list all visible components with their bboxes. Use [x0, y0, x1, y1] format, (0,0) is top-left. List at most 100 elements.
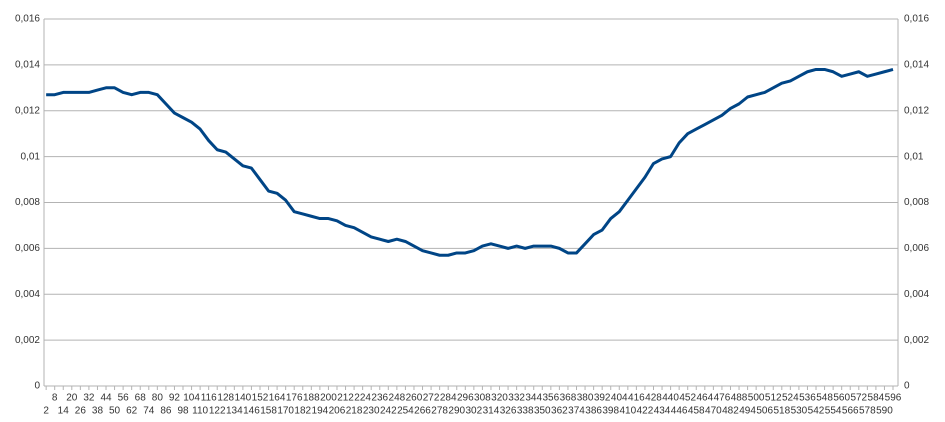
x-tick-label: 314: [483, 406, 500, 417]
x-tick-label: 182: [294, 406, 311, 417]
x-tick-label: 350: [534, 406, 551, 417]
x-tick-label: 200: [320, 393, 337, 404]
x-tick-label: 224: [354, 393, 371, 404]
x-tick-label: 308: [474, 393, 491, 404]
y-tick-label: 0,002: [15, 335, 40, 346]
x-tick-label: 530: [791, 406, 808, 417]
y-tick-label: 0,008: [15, 197, 40, 208]
y-tick-label: 0,004: [15, 289, 40, 300]
x-tick-label: 548: [816, 393, 833, 404]
x-tick-label: 272: [423, 393, 440, 404]
x-tick-label: 80: [152, 393, 164, 404]
x-tick-label: 596: [885, 393, 902, 404]
y2-tick-label: 0: [904, 381, 910, 392]
x-tick-label: 524: [782, 393, 799, 404]
y-tick-label: 0: [34, 381, 40, 392]
x-tick-label: 74: [143, 406, 155, 417]
x-tick-label: 230: [363, 406, 380, 417]
data-line: [46, 67, 894, 257]
x-tick-label: 332: [508, 393, 525, 404]
y2-tick-label: 0,006: [904, 243, 929, 254]
y-tick-label: 0,006: [15, 243, 40, 254]
x-tick-label: 128: [217, 393, 234, 404]
x-tick-label: 206: [329, 406, 346, 417]
x-tick-label: 14: [58, 406, 70, 417]
x-tick-label: 542: [808, 406, 825, 417]
x-tick-label: 368: [560, 393, 577, 404]
x-tick-label: 434: [654, 406, 671, 417]
x-tick-label: 338: [517, 406, 534, 417]
x-tick-label: 512: [765, 393, 782, 404]
x-tick-label: 188: [303, 393, 320, 404]
x-tick-label: 140: [235, 393, 252, 404]
x-tick-label: 416: [628, 393, 645, 404]
x-tick-label: 356: [542, 393, 559, 404]
x-tick-label: 458: [688, 406, 705, 417]
x-tick-label: 158: [260, 406, 277, 417]
x-tick-label: 290: [448, 406, 465, 417]
x-tick-label: 146: [243, 406, 260, 417]
x-tick-label: 464: [696, 393, 713, 404]
x-tick-label: 560: [833, 393, 850, 404]
x-tick-label: 440: [662, 393, 679, 404]
y2-tick-label: 0,004: [904, 289, 929, 300]
x-tick-label: 536: [799, 393, 816, 404]
x-tick-label: 584: [868, 393, 885, 404]
x-tick-label: 494: [739, 406, 756, 417]
x-tick-label: 116: [201, 393, 217, 404]
x-tick-label: 392: [594, 393, 611, 404]
x-tick-label: 152: [252, 393, 269, 404]
x-tick-label: 194: [312, 406, 329, 417]
x-tick-label: 482: [722, 406, 739, 417]
x-tick-label: 8: [52, 393, 58, 404]
x-tick-label: 50: [109, 406, 121, 417]
y-tick-label: 0,012: [15, 105, 40, 116]
x-tick-label: 278: [431, 406, 448, 417]
x-tick-label: 554: [825, 406, 842, 417]
x-tick-label: 44: [100, 393, 112, 404]
x-tick-label: 572: [850, 393, 867, 404]
x-tick-label: 410: [619, 406, 636, 417]
x-tick-label: 266: [414, 406, 431, 417]
x-tick-label: 446: [671, 406, 688, 417]
x-tick-label: 404: [611, 393, 628, 404]
x-tick-label: 380: [577, 393, 594, 404]
x-tick-label: 518: [773, 406, 790, 417]
x-tick-label: 164: [269, 393, 286, 404]
x-tick-label: 590: [876, 406, 893, 417]
y-tick-label: 0,01: [21, 151, 41, 162]
x-tick-label: 386: [585, 406, 602, 417]
x-tick-label: 218: [346, 406, 363, 417]
x-tick-label: 566: [842, 406, 859, 417]
x-tick-label: 578: [859, 406, 876, 417]
y-tick-label: 0,016: [15, 14, 40, 25]
x-tick-label: 212: [337, 393, 354, 404]
x-tick-label: 470: [705, 406, 722, 417]
x-tick-label: 56: [118, 393, 130, 404]
x-tick-label: 236: [371, 393, 388, 404]
x-tick-label: 68: [135, 393, 147, 404]
x-tick-label: 488: [731, 393, 748, 404]
y2-tick-label: 0,008: [904, 197, 929, 208]
x-tick-label: 134: [226, 406, 243, 417]
x-tick-label: 32: [83, 393, 95, 404]
x-tick-label: 110: [192, 406, 208, 417]
x-tick-label: 62: [126, 406, 138, 417]
x-tick-label: 98: [177, 406, 189, 417]
x-tick-label: 104: [183, 393, 200, 404]
x-tick-label: 428: [645, 393, 662, 404]
x-tick-label: 422: [637, 406, 654, 417]
x-tick-label: 500: [748, 393, 765, 404]
y2-tick-label: 0,012: [904, 105, 929, 116]
x-tick-label: 248: [389, 393, 406, 404]
x-tick-label: 302: [466, 406, 483, 417]
y2-tick-label: 0,01: [904, 151, 924, 162]
x-tick-label: 176: [286, 393, 303, 404]
x-tick-label: 374: [568, 406, 585, 417]
y2-tick-label: 0,002: [904, 335, 929, 346]
x-tick-label: 362: [551, 406, 568, 417]
x-tick-label: 506: [756, 406, 773, 417]
x-tick-label: 26: [75, 406, 87, 417]
x-tick-label: 38: [92, 406, 104, 417]
